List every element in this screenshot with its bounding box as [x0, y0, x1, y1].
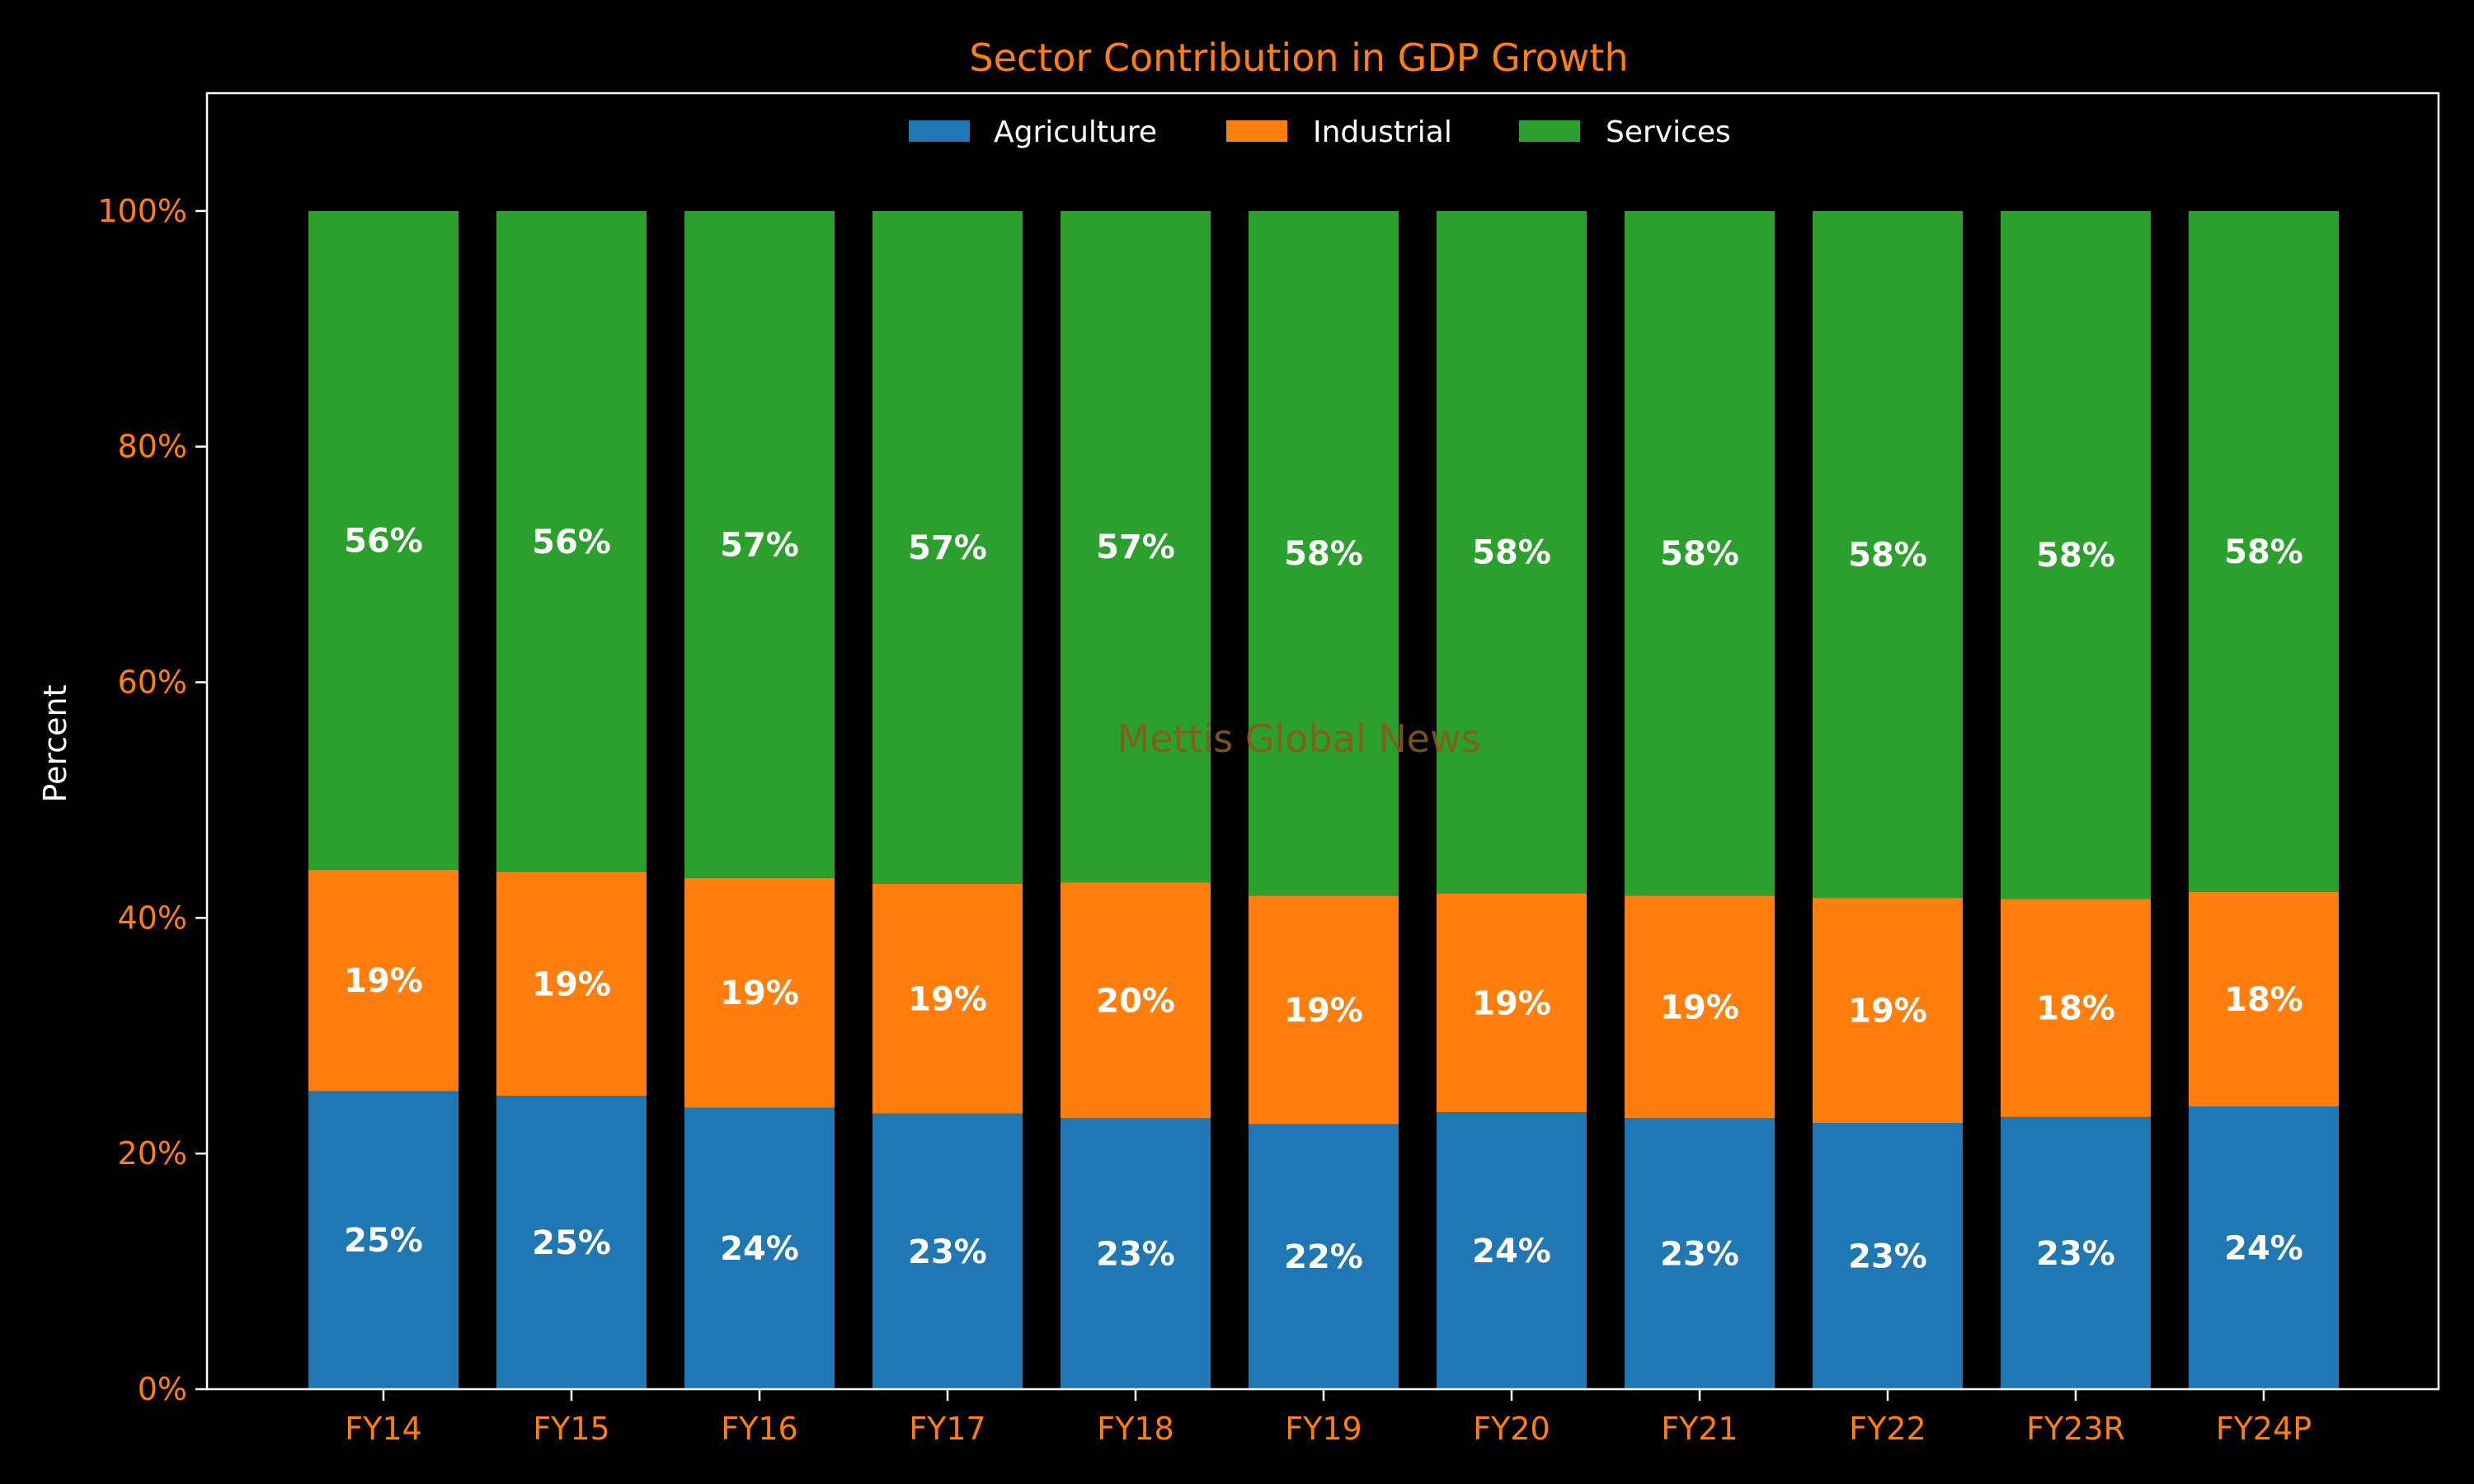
x-tick-label: FY16 — [721, 1411, 797, 1447]
bar-industrial-fy23r — [2001, 899, 2151, 1117]
y-tick-label: 0% — [138, 1371, 187, 1407]
bar-agriculture-fy20 — [1437, 1112, 1587, 1389]
bar-industrial-fy19 — [1249, 895, 1399, 1125]
y-axis-label: Percent — [37, 685, 73, 803]
x-tick-label: FY22 — [1849, 1411, 1926, 1447]
bar-agriculture-fy16 — [684, 1107, 835, 1389]
bar-industrial-fy22 — [1813, 898, 1963, 1124]
bar-agriculture-fy18 — [1061, 1118, 1211, 1389]
data-label-agriculture-fy14: 25% — [344, 1222, 423, 1260]
y-tick-label: 40% — [118, 899, 187, 936]
y-axis-ticks: 0% 20% 40% 60% 80% 100% — [97, 193, 207, 1407]
bar-services-fy18 — [1061, 210, 1211, 883]
data-label-industrial-fy19: 19% — [1284, 992, 1363, 1030]
bar-services-fy16 — [684, 210, 835, 878]
data-label-services-fy16: 57% — [720, 526, 799, 564]
data-label-industrial-fy17: 19% — [908, 980, 987, 1018]
bar-agriculture-fy22 — [1813, 1123, 1963, 1389]
x-tick-label: FY14 — [345, 1411, 421, 1447]
legend-swatch-agriculture — [909, 120, 970, 142]
y-tick-label: 80% — [118, 429, 187, 465]
data-label-services-fy18: 57% — [1096, 528, 1175, 566]
legend-label-industrial: Industrial — [1313, 115, 1452, 149]
bar-industrial-fy16 — [684, 877, 835, 1108]
data-label-industrial-fy14: 19% — [344, 962, 423, 1000]
data-label-agriculture-fy21: 23% — [1660, 1236, 1739, 1274]
x-tick-label: FY24P — [2216, 1411, 2312, 1447]
bar-agriculture-fy21 — [1625, 1118, 1775, 1389]
bar-services-fy15 — [496, 210, 647, 872]
bar-industrial-fy14 — [308, 869, 459, 1092]
data-label-services-fy23r: 58% — [2036, 537, 2115, 575]
legend: Agriculture Industrial Services — [909, 115, 1731, 149]
data-labels-layer: 25% 19% 56% 25% 19% 56% 24% 19% 57% 23% 19% 57% 23% 2… — [344, 522, 2303, 1276]
bar-services-fy14 — [308, 210, 459, 870]
bar-industrial-fy15 — [496, 871, 647, 1097]
x-tick-label: FY23R — [2026, 1411, 2125, 1447]
bar-agriculture-fy17 — [872, 1113, 1023, 1389]
data-label-services-fy14: 56% — [344, 522, 423, 560]
bar-services-fy17 — [872, 210, 1023, 884]
data-label-industrial-fy21: 19% — [1660, 989, 1739, 1026]
x-tick-label: FY17 — [909, 1411, 985, 1447]
y-tick-label: 100% — [97, 193, 187, 229]
data-label-industrial-fy15: 19% — [532, 965, 611, 1003]
data-label-agriculture-fy24p: 24% — [2224, 1230, 2303, 1268]
bar-services-fy22 — [1813, 210, 1963, 899]
x-axis-ticks: FY14 FY15 FY16 FY17 FY18 FY19 FY20 FY21 FY22 FY23… — [345, 1389, 2312, 1447]
y-tick-label: 20% — [118, 1135, 187, 1172]
data-label-industrial-fy24p: 18% — [2224, 981, 2303, 1019]
bar-industrial-fy21 — [1625, 895, 1775, 1119]
data-label-industrial-fy23r: 18% — [2036, 990, 2115, 1028]
legend-swatch-services — [1519, 120, 1580, 142]
data-label-industrial-fy16: 19% — [720, 974, 799, 1012]
data-label-services-fy17: 57% — [908, 529, 987, 567]
bar-agriculture-fy15 — [496, 1096, 647, 1389]
legend-swatch-industrial — [1226, 120, 1287, 142]
bar-agriculture-fy24p — [2189, 1106, 2339, 1389]
x-tick-label: FY19 — [1285, 1411, 1362, 1447]
bar-services-fy23r — [2001, 210, 2151, 899]
bar-industrial-fy17 — [872, 883, 1023, 1114]
bar-services-fy24p — [2189, 210, 2339, 892]
data-label-agriculture-fy15: 25% — [532, 1224, 611, 1262]
bar-agriculture-fy14 — [308, 1091, 459, 1389]
data-label-agriculture-fy16: 24% — [720, 1230, 799, 1268]
bar-agriculture-fy23r — [2001, 1116, 2151, 1389]
bar-industrial-fy18 — [1061, 882, 1211, 1119]
data-label-industrial-fy18: 20% — [1096, 982, 1175, 1020]
data-label-industrial-fy20: 19% — [1472, 984, 1551, 1022]
chart-title: Sector Contribution in GDP Growth — [969, 35, 1628, 80]
data-label-agriculture-fy23r: 23% — [2036, 1235, 2115, 1273]
bar-industrial-fy20 — [1437, 893, 1587, 1113]
data-label-agriculture-fy19: 22% — [1284, 1238, 1363, 1276]
data-label-services-fy22: 58% — [1848, 536, 1927, 574]
bar-services-fy20 — [1437, 210, 1587, 894]
bar-industrial-fy24p — [2189, 891, 2339, 1107]
bar-agriculture-fy19 — [1249, 1124, 1399, 1389]
x-tick-label: FY18 — [1097, 1411, 1174, 1447]
bars-layer — [308, 210, 2339, 1389]
bar-services-fy21 — [1625, 210, 1775, 896]
x-tick-label: FY20 — [1473, 1411, 1550, 1447]
data-label-agriculture-fy17: 23% — [908, 1233, 987, 1271]
bar-services-fy19 — [1249, 210, 1399, 896]
x-tick-label: FY15 — [533, 1411, 609, 1447]
data-label-services-fy19: 58% — [1284, 535, 1363, 573]
y-tick-label: 60% — [118, 665, 187, 701]
data-label-services-fy24p: 58% — [2224, 533, 2303, 571]
legend-label-agriculture: Agriculture — [994, 115, 1157, 149]
data-label-agriculture-fy22: 23% — [1848, 1238, 1927, 1276]
data-label-industrial-fy22: 19% — [1848, 993, 1927, 1031]
x-tick-label: FY21 — [1661, 1411, 1738, 1447]
data-label-services-fy20: 58% — [1472, 534, 1551, 572]
data-label-agriculture-fy18: 23% — [1096, 1236, 1175, 1274]
data-label-services-fy15: 56% — [532, 524, 611, 561]
data-label-agriculture-fy20: 24% — [1472, 1233, 1551, 1270]
legend-label-services: Services — [1606, 115, 1731, 149]
data-label-services-fy21: 58% — [1660, 535, 1739, 573]
watermark: Mettis Global News — [1117, 716, 1480, 761]
